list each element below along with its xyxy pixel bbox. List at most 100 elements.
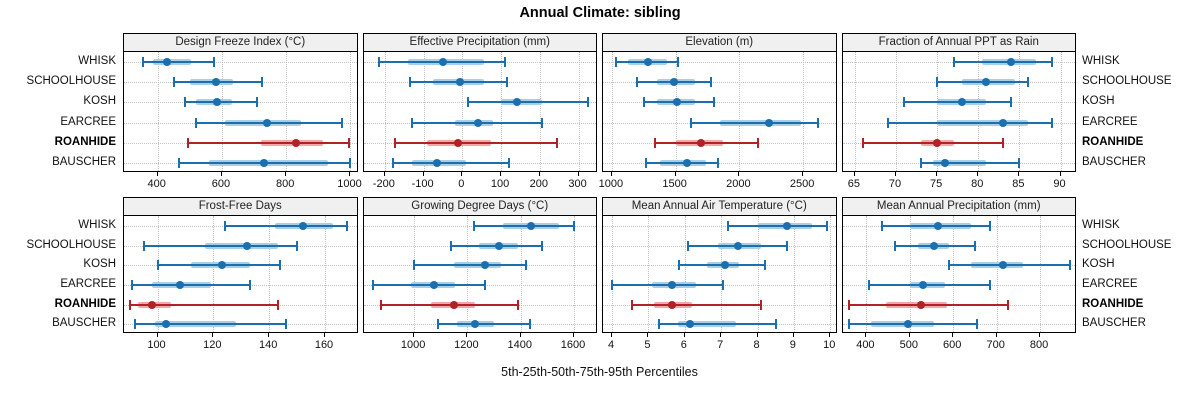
percentile-range-line	[863, 141, 1003, 144]
whisker-cap-high	[347, 137, 350, 148]
whisker-cap-high	[1006, 299, 1009, 310]
whisker-cap-high	[503, 57, 506, 68]
percentile-range-line	[188, 141, 349, 144]
whisker-cap-high	[349, 157, 352, 168]
percentile-range-line	[468, 101, 589, 104]
median-dot	[438, 58, 447, 67]
median-dot	[941, 158, 950, 167]
whisker-cap-high	[284, 319, 287, 330]
axis-tick	[413, 333, 415, 337]
station-label-left: KOSH	[83, 95, 116, 108]
panel-plot	[362, 215, 597, 333]
axis-tick-label: 1400	[507, 339, 532, 351]
whisker-cap-high	[276, 299, 279, 310]
whisker-cap-low	[131, 279, 134, 290]
whisker-cap-low	[172, 77, 175, 88]
whisker-cap-high	[525, 260, 528, 271]
median-dot	[211, 78, 220, 87]
whisker-cap-low	[631, 299, 634, 310]
whisker-cap-high	[296, 240, 299, 251]
whisker-cap-low	[473, 220, 476, 231]
x-axis-caption: 5th-25th-50th-75th-95th Percentiles	[501, 365, 698, 379]
whisker-cap-low	[450, 240, 453, 251]
axis-tick-label: 65	[847, 178, 860, 190]
whisker-cap-high	[1001, 137, 1004, 148]
median-dot	[668, 280, 677, 289]
whisker-cap-low	[903, 97, 906, 108]
panel-header: Frost-Free Days	[123, 197, 358, 216]
axis-tick-label: 400	[147, 178, 166, 190]
whisker-cap-low	[658, 319, 661, 330]
gridline-vertical	[937, 52, 939, 171]
gridline-vertical	[213, 216, 215, 332]
median-dot	[450, 300, 459, 309]
median-dot	[720, 261, 729, 270]
whisker-cap-low	[893, 240, 896, 251]
median-dot	[668, 300, 677, 309]
gridline-horizontal	[603, 62, 836, 64]
whisker-cap-low	[880, 220, 883, 231]
station-label-left: WHISK	[78, 55, 116, 68]
panel-header: Effective Precipitation (mm)	[362, 33, 597, 52]
whisker-cap-high	[817, 117, 820, 128]
axis-tick-label: 1000	[337, 178, 362, 190]
axis-tick-label: 200	[529, 178, 549, 190]
station-label-right: KOSH	[1082, 95, 1115, 108]
whisker-cap-low	[134, 319, 137, 330]
percentile-range-line	[868, 283, 991, 286]
percentile-range-line	[632, 303, 762, 306]
whisker-cap-low	[645, 157, 648, 168]
station-label-right: WHISK	[1082, 55, 1120, 68]
whisker-cap-high	[341, 117, 344, 128]
gridline-horizontal	[603, 82, 836, 84]
median-dot	[291, 138, 300, 147]
whisker-cap-high	[541, 240, 544, 251]
whisker-cap-high	[505, 77, 508, 88]
whisker-cap-high	[556, 137, 559, 148]
axis-tick	[538, 172, 540, 176]
axis-tick-label: 10	[823, 339, 836, 351]
median-dot	[670, 78, 679, 87]
axis-tick-label: 90	[1053, 178, 1066, 190]
gridline-vertical	[423, 52, 425, 171]
axis-tick-label: 1200	[454, 339, 479, 351]
axis-tick	[802, 172, 804, 176]
gridline-vertical	[675, 52, 677, 171]
whisker-cap-high	[989, 279, 992, 290]
median-dot	[430, 280, 439, 289]
gridline-horizontal	[124, 62, 357, 64]
axis-tick	[212, 333, 214, 337]
percentile-range-line	[143, 61, 214, 64]
whisker-cap-high	[529, 319, 532, 330]
median-dot	[262, 118, 271, 127]
axis-tick-label: 1500	[662, 178, 687, 190]
station-label-right: SCHOOLHOUSE	[1082, 238, 1172, 251]
panel-header: Elevation (m)	[602, 33, 837, 52]
percentile-range-line	[728, 224, 827, 227]
whisker-cap-high	[676, 57, 679, 68]
axis-tick	[853, 172, 855, 176]
percentile-range-line	[380, 303, 519, 306]
median-dot	[764, 118, 773, 127]
median-dot	[175, 280, 184, 289]
percentile-range-line	[132, 283, 250, 286]
station-label-right: BAUSCHER	[1082, 155, 1146, 168]
gridline-vertical	[830, 216, 832, 332]
panel-header: Mean Annual Precipitation (mm)	[841, 197, 1076, 216]
axis-tick-label: 8	[753, 339, 760, 351]
panel-header: Mean Annual Air Temperature (°C)	[602, 197, 837, 216]
median-dot	[473, 118, 482, 127]
axis-tick-label: 700	[986, 339, 1005, 351]
gridline-horizontal	[603, 225, 836, 227]
gridline-vertical	[721, 216, 723, 332]
whisker-cap-low	[614, 57, 617, 68]
gridline-vertical	[221, 52, 223, 171]
whisker-cap-low	[187, 137, 190, 148]
gridline-vertical	[1040, 216, 1042, 332]
axis-tick	[285, 172, 287, 176]
axis-tick	[156, 333, 158, 337]
median-dot	[527, 221, 536, 230]
axis-tick-label: 6	[680, 339, 687, 351]
axis-tick-label: 500	[899, 339, 918, 351]
axis-tick	[995, 333, 997, 337]
